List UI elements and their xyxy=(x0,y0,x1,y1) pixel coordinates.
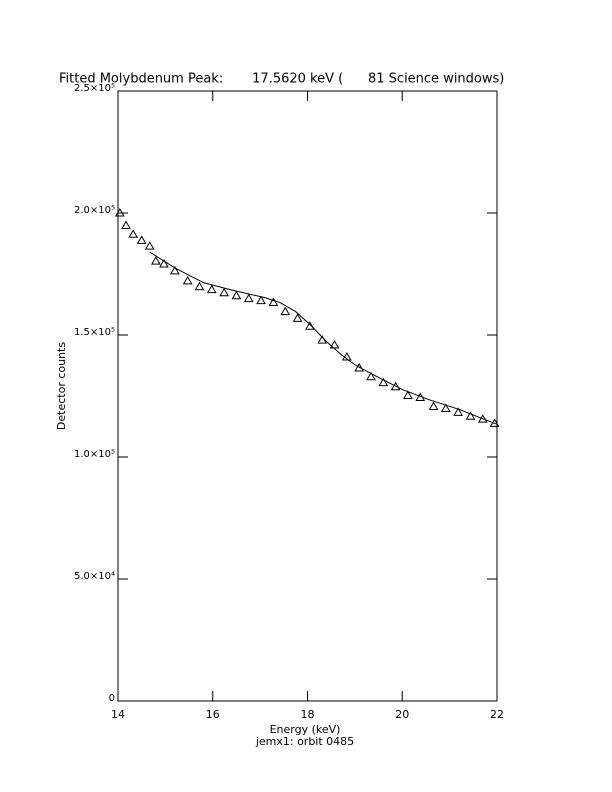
data-point xyxy=(477,414,488,423)
x-tick-label: 22 xyxy=(490,708,504,721)
fit-line xyxy=(149,251,498,425)
data-point xyxy=(243,293,254,303)
data-point xyxy=(128,229,139,238)
y-tick-label: 2.5×10⁵ xyxy=(74,83,115,94)
y-tick-label: 0 xyxy=(109,693,115,704)
data-point xyxy=(378,377,389,387)
data-point xyxy=(428,401,439,410)
x-axis-label: Energy (keV) xyxy=(270,723,341,736)
data-point xyxy=(292,313,303,322)
data-point xyxy=(268,297,279,307)
y-tick-label: 1.5×10⁵ xyxy=(74,327,115,338)
x-tick-label: 20 xyxy=(395,708,409,721)
data-point xyxy=(453,407,464,416)
chart-title: Fitted Molybdenum Peak: 17.5620 keV ( 81… xyxy=(59,72,504,87)
data-point xyxy=(144,241,155,250)
data-point xyxy=(136,235,147,244)
data-point xyxy=(403,390,413,400)
data-point xyxy=(354,362,365,372)
data-point xyxy=(465,411,476,420)
data-point xyxy=(159,258,169,268)
data-point xyxy=(194,281,205,291)
data-point xyxy=(440,403,451,412)
y-axis-label: Detector counts xyxy=(55,342,68,430)
subtitle: jemx1: orbit 0485 xyxy=(255,735,354,748)
data-point xyxy=(280,306,291,316)
data-point xyxy=(121,220,131,229)
data-point xyxy=(169,265,180,275)
data-point xyxy=(182,275,193,285)
y-tick-label: 2.0×10⁵ xyxy=(74,205,115,216)
x-tick-label: 14 xyxy=(111,708,125,721)
y-tick-label: 5.0×10⁴ xyxy=(74,571,115,582)
x-tick-label: 18 xyxy=(301,708,315,721)
plot-frame xyxy=(117,90,498,702)
data-point xyxy=(341,351,352,361)
data-point xyxy=(115,207,125,217)
data-point xyxy=(206,284,217,294)
data-point xyxy=(329,339,340,349)
data-point xyxy=(305,321,315,330)
data-point xyxy=(390,381,401,391)
data-point xyxy=(231,290,242,300)
data-point xyxy=(151,256,161,265)
data-point xyxy=(219,287,229,297)
y-tick-label: 1.0×10⁵ xyxy=(74,449,115,460)
data-point xyxy=(366,371,376,381)
data-point xyxy=(256,295,266,305)
x-tick-label: 16 xyxy=(206,708,220,721)
